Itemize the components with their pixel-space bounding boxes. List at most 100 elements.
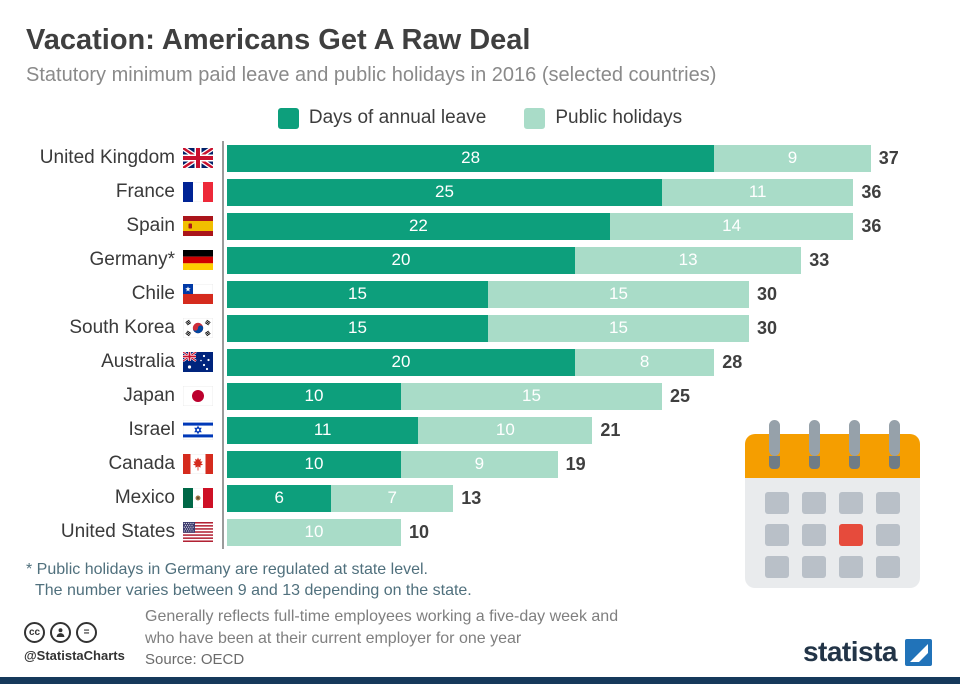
bar-total-label: 13 <box>461 487 482 508</box>
calendar-day <box>802 556 826 578</box>
bar-total-label: 30 <box>757 283 778 304</box>
calendar-day <box>876 556 900 578</box>
bar-track: 10 9 19 <box>222 447 586 481</box>
cc-license-icon: cc <box>24 622 45 643</box>
country-label: Mexico <box>114 487 175 508</box>
chart-row: Canada 10 9 19 <box>26 447 934 481</box>
bar-segment-annual-leave: 28 <box>227 144 715 172</box>
legend-swatch-public-holidays-icon <box>524 107 546 129</box>
bar-total-label: 30 <box>757 317 778 338</box>
country-label: United Kingdom <box>39 147 175 168</box>
bar-segment-annual-leave: 10 <box>227 450 401 478</box>
methodology-note: Generally reflects full-time employees w… <box>145 608 619 647</box>
page-subtitle: Statutory minimum paid leave and public … <box>26 64 717 86</box>
calendar-day <box>876 492 900 514</box>
bar-track: 20 8 28 <box>222 345 742 379</box>
flag-au-icon <box>183 352 213 372</box>
country-label: Australia <box>101 351 175 372</box>
source-note: Source: OECD <box>145 651 245 668</box>
bar-total-label: 28 <box>722 351 743 372</box>
bar-segment-annual-leave: 10 <box>227 382 401 410</box>
bar-segment-public-holidays: 15 <box>401 382 662 410</box>
calendar-day <box>839 556 863 578</box>
flag-us-icon <box>183 522 213 542</box>
calendar-peg-icon <box>769 420 780 456</box>
calendar-grid <box>765 492 900 578</box>
flag-ca-icon <box>183 454 213 474</box>
bar-segment-public-holidays: 10 <box>227 518 401 546</box>
cc-license-block: cc = @StatistaCharts <box>24 622 125 663</box>
bar-segment-public-holidays: 13 <box>575 246 802 274</box>
cc-noderivs-icon: = <box>76 622 97 643</box>
bar-total-label: 19 <box>565 453 586 474</box>
country-label: Germany* <box>89 249 175 270</box>
legend-swatch-annual-leave-icon <box>277 107 299 129</box>
calendar-day <box>839 492 863 514</box>
bar-total-label: 21 <box>600 419 621 440</box>
chart-row: Mexico 6 7 13 <box>26 481 934 515</box>
cc-icons: cc = <box>24 622 125 643</box>
country-label: Japan <box>123 385 175 406</box>
chart-row: United States 10 10 <box>26 515 934 549</box>
bar-track: 25 11 36 <box>222 175 881 209</box>
cc-attribution-icon <box>50 622 71 643</box>
calendar-illustration <box>745 420 920 588</box>
germany-footnote-line1: * Public holidays in Germany are regulat… <box>26 561 428 578</box>
bar-segment-annual-leave: 25 <box>227 178 662 206</box>
legend-label-annual-leave: Days of annual leave <box>308 107 487 128</box>
calendar-slot-icon <box>769 456 780 469</box>
flag-mx-icon <box>183 488 213 508</box>
bar-segment-public-holidays: 15 <box>488 314 749 342</box>
calendar-slot-icon <box>889 456 900 469</box>
country-label: Canada <box>108 453 175 474</box>
stacked-bar-chart: United Kingdom 28 9 37 France 25 11 36 Spain 22 14… <box>26 141 934 549</box>
calendar-slot-icon <box>849 456 860 469</box>
bar-track: 10 10 <box>222 515 429 549</box>
calendar-peg-icon <box>889 420 900 456</box>
calendar-day <box>765 556 789 578</box>
bar-total-label: 33 <box>809 249 830 270</box>
page-title: Vacation: Americans Get A Raw Deal <box>26 24 531 56</box>
chart-row: France 25 11 36 <box>26 175 934 209</box>
bar-segment-annual-leave: 15 <box>227 280 488 308</box>
bar-track: 10 15 25 <box>222 379 690 413</box>
bar-track: 22 14 36 <box>222 209 881 243</box>
bar-track: 20 13 33 <box>222 243 829 277</box>
bar-total-label: 36 <box>861 215 882 236</box>
bar-total-label: 10 <box>409 521 430 542</box>
bar-track: 15 15 30 <box>222 277 777 311</box>
country-label: Spain <box>126 215 175 236</box>
chart-legend: Days of annual leave Public holidays <box>0 107 960 129</box>
calendar-day <box>765 492 789 514</box>
flag-es-icon <box>183 216 213 236</box>
calendar-body <box>745 478 920 588</box>
statista-mark-icon <box>905 638 932 666</box>
bar-segment-public-holidays: 9 <box>714 144 871 172</box>
legend-label-public-holidays: Public holidays <box>555 107 683 128</box>
bottom-accent-bar <box>0 677 960 684</box>
flag-jp-icon <box>183 386 213 406</box>
bar-total-label: 25 <box>670 385 691 406</box>
chart-row: Australia 20 8 28 <box>26 345 934 379</box>
country-label: France <box>115 181 175 202</box>
calendar-day <box>765 524 789 546</box>
country-label: Chile <box>131 283 175 304</box>
legend-item-annual-leave: Days of annual leave <box>277 107 487 129</box>
calendar-day <box>802 492 826 514</box>
calendar-day-highlighted <box>839 524 863 546</box>
bar-segment-public-holidays: 9 <box>401 450 558 478</box>
bar-segment-annual-leave: 11 <box>227 416 419 444</box>
bar-segment-public-holidays: 7 <box>331 484 454 512</box>
chart-row: Chile 15 15 30 <box>26 277 934 311</box>
bar-segment-public-holidays: 11 <box>662 178 854 206</box>
bar-segment-annual-leave: 20 <box>227 246 575 274</box>
flag-il-icon <box>183 420 213 440</box>
chart-row: Japan 10 15 25 <box>26 379 934 413</box>
legend-item-public-holidays: Public holidays <box>524 107 682 129</box>
statista-charts-handle: @StatistaCharts <box>24 648 125 663</box>
bar-track: 28 9 37 <box>222 141 899 175</box>
chart-row: Spain 22 14 36 <box>26 209 934 243</box>
country-label: South Korea <box>69 317 175 338</box>
germany-footnote-line2: The number varies between 9 and 13 depen… <box>35 582 472 600</box>
